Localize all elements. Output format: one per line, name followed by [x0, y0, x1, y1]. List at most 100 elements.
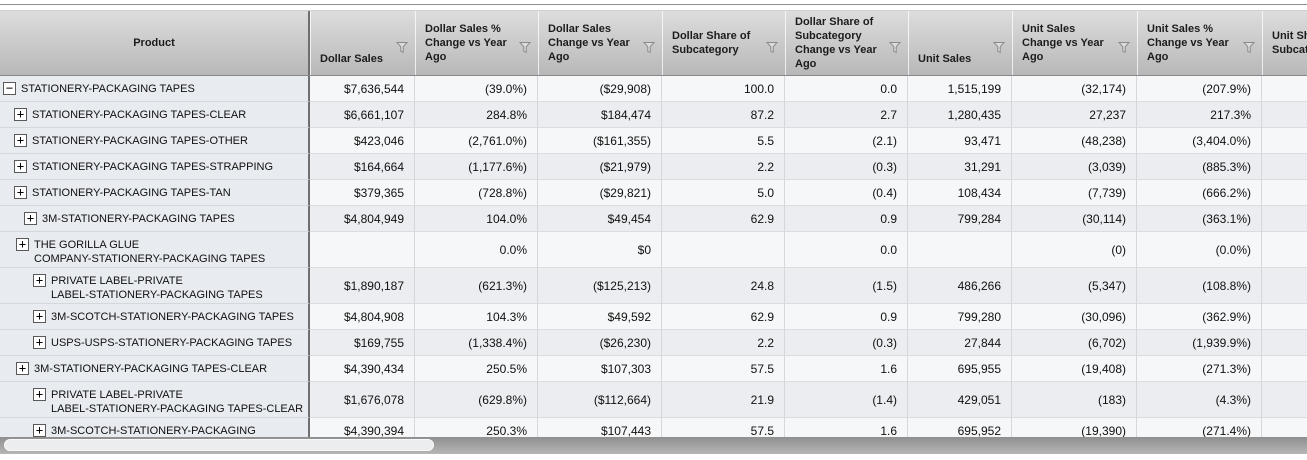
column-header-product[interactable]: Product — [0, 11, 310, 75]
value-cell — [1262, 206, 1307, 232]
expand-icon[interactable]: + — [33, 336, 46, 349]
value-cell: 250.5% — [415, 356, 538, 382]
expand-icon[interactable]: + — [33, 274, 46, 287]
expand-icon[interactable]: + — [14, 134, 27, 147]
scrollbar-thumb[interactable] — [4, 439, 434, 451]
column-header[interactable]: Unit Share of Subcategory — [1262, 11, 1307, 75]
value-cell: (32,174) — [1012, 76, 1137, 102]
column-header[interactable]: Dollar Share of Subcategory — [662, 11, 785, 75]
value-cell: 695,955 — [908, 356, 1012, 382]
value-cell: 104.0% — [415, 206, 538, 232]
column-header[interactable]: Dollar Sales Change vs Year Ago — [538, 11, 662, 75]
expand-icon[interactable]: + — [14, 160, 27, 173]
value-cell: (3,039) — [1012, 154, 1137, 180]
horizontal-scrollbar[interactable] — [0, 437, 1307, 454]
value-cell: 31,291 — [908, 154, 1012, 180]
value-cell: ($112,664) — [538, 382, 662, 418]
table-row: +3M-SCOTCH-STATIONERY-PACKAGING TAPES $4,… — [0, 304, 1307, 330]
column-header[interactable]: Unit Sales — [908, 11, 1012, 75]
value-cell: ($26,230) — [538, 330, 662, 356]
column-header[interactable]: Unit Sales % Change vs Year Ago — [1137, 11, 1262, 75]
value-cell: 1.6 — [785, 356, 908, 382]
column-header[interactable]: Dollar Sales — [310, 11, 415, 75]
value-cell: (6,702) — [1012, 330, 1137, 356]
value-cell: $4,804,908 — [310, 304, 415, 330]
column-header[interactable]: Unit Sales Change vs Year Ago — [1012, 11, 1137, 75]
value-cell: (0.4) — [785, 180, 908, 206]
column-header-label: Unit Sales Change vs Year Ago — [1022, 23, 1104, 63]
filter-icon[interactable] — [765, 40, 779, 54]
column-header-label: Dollar Sales Change vs Year Ago — [548, 23, 630, 63]
value-cell: 93,471 — [908, 128, 1012, 154]
value-cell: (271.3%) — [1137, 356, 1262, 382]
value-cell: (3,404.0%) — [1137, 128, 1262, 154]
filter-icon[interactable] — [642, 40, 656, 54]
product-label: 3M-STATIONERY-PACKAGING TAPES — [42, 213, 235, 225]
expand-icon[interactable]: + — [24, 212, 37, 225]
filter-icon[interactable] — [1117, 40, 1131, 54]
value-cell: 2.7 — [785, 102, 908, 128]
column-header[interactable]: Dollar Share of Subcategory Change vs Ye… — [785, 11, 908, 75]
expand-icon[interactable]: + — [16, 362, 29, 375]
filter-icon[interactable] — [1242, 40, 1256, 54]
product-cell: + USPS-USPS-STATIONERY-PACKAGING TAPES — [0, 330, 310, 356]
value-cell: 799,284 — [908, 206, 1012, 232]
value-cell: $49,592 — [538, 304, 662, 330]
product-label: STATIONERY-PACKAGING TAPES-CLEAR — [32, 109, 247, 121]
value-cell: $6,661,107 — [310, 102, 415, 128]
column-header-label: Unit Sales % Change vs Year Ago — [1147, 23, 1229, 63]
value-cell: 57.5 — [662, 418, 785, 437]
table-row: + PRIVATE LABEL-PRIVATE LABEL-STATIONERY-… — [0, 268, 1307, 304]
value-cell: $49,454 — [538, 206, 662, 232]
tree-indent — [0, 134, 14, 135]
value-cell: 1,515,199 — [908, 76, 1012, 102]
value-cell: (19,390) — [1012, 418, 1137, 437]
value-cell: (7,739) — [1012, 180, 1137, 206]
table-row: +3M-STATIONERY-PACKAGING TAPES $4,804,949… — [0, 206, 1307, 232]
column-header[interactable]: Dollar Sales % Change vs Year Ago — [415, 11, 538, 75]
expand-icon[interactable]: + — [33, 424, 46, 437]
filter-icon[interactable] — [992, 40, 1006, 54]
product-cell: +3M-STATIONERY-PACKAGING TAPES-CLEAR — [0, 356, 310, 382]
value-cell: (0.0%) — [1137, 232, 1262, 268]
value-cell: (1.5) — [785, 268, 908, 304]
value-cell: $107,303 — [538, 356, 662, 382]
product-label: 3M-SCOTCH-STATIONERY-PACKAGING — [51, 425, 256, 437]
tree-indent — [0, 424, 33, 425]
top-divider — [0, 0, 1307, 10]
value-cell — [1262, 128, 1307, 154]
table-row: + STATIONERY-PACKAGING TAPES-OTHER $423,04… — [0, 128, 1307, 154]
value-cell: 1,280,435 — [908, 102, 1012, 128]
table-row: + STATIONERY-PACKAGING TAPES-STRAPPING $16… — [0, 154, 1307, 180]
expand-icon[interactable]: + — [14, 186, 27, 199]
product-cell: + STATIONERY-PACKAGING TAPES-TAN — [0, 180, 310, 206]
expand-icon[interactable]: + — [14, 108, 27, 121]
value-cell: $107,443 — [538, 418, 662, 437]
column-header-label: Dollar Share of Subcategory — [672, 30, 751, 56]
value-cell: (30,114) — [1012, 206, 1137, 232]
value-cell: $379,365 — [310, 180, 415, 206]
value-cell: (1.4) — [785, 382, 908, 418]
tree-indent — [0, 336, 33, 337]
table-row: + THE GORILLA GLUE COMPANY-STATIONERY-PAC… — [0, 232, 1307, 268]
table-row: + STATIONERY-PACKAGING TAPES-TAN $379,365 (… — [0, 180, 1307, 206]
value-cell — [908, 232, 1012, 268]
value-cell — [1262, 356, 1307, 382]
expand-icon[interactable]: + — [16, 238, 29, 251]
value-cell: 62.9 — [662, 206, 785, 232]
value-cell: (2.1) — [785, 128, 908, 154]
filter-icon[interactable] — [518, 40, 532, 54]
product-label: PRIVATE LABEL-PRIVATE LABEL-STATIONERY-P… — [51, 389, 304, 415]
value-cell: ($161,355) — [538, 128, 662, 154]
table-row: +3M-STATIONERY-PACKAGING TAPES-CLEAR $4,3… — [0, 356, 1307, 382]
filter-icon[interactable] — [395, 40, 409, 54]
expand-icon[interactable]: + — [33, 388, 46, 401]
value-cell: ($125,213) — [538, 268, 662, 304]
value-cell: (108.8%) — [1137, 268, 1262, 304]
filter-icon[interactable] — [888, 40, 902, 54]
grid-body: − STATIONERY-PACKAGING TAPES $7,636,544 (39… — [0, 76, 1307, 437]
value-cell: 62.9 — [662, 304, 785, 330]
value-cell — [1262, 154, 1307, 180]
expand-icon[interactable]: + — [33, 310, 46, 323]
collapse-icon[interactable]: − — [3, 82, 16, 95]
